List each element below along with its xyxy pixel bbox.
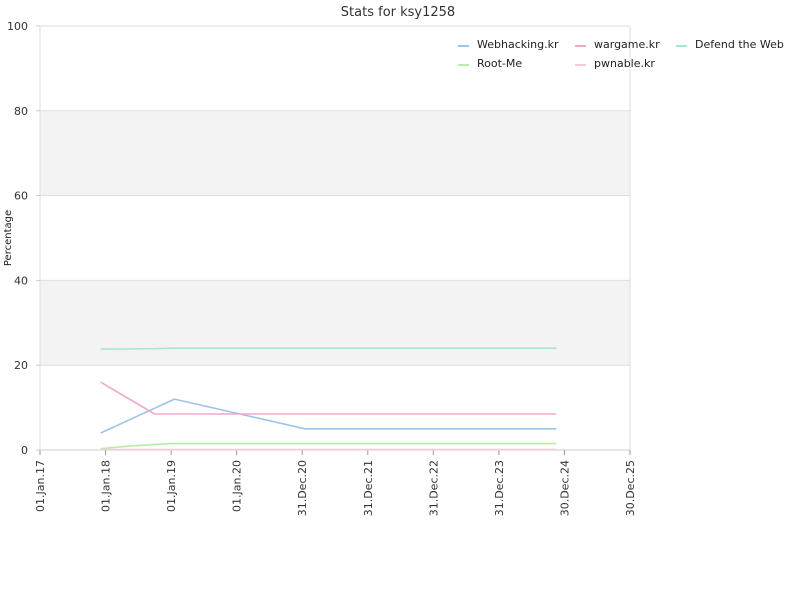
legend-label-pwnable-kr: pwnable.kr [594,57,655,70]
legend-label-root-me: Root-Me [477,57,522,70]
legend-label-webhacking-kr: Webhacking.kr [477,38,559,51]
x-tick-label: 01.Jan.18 [100,460,113,512]
legend: Webhacking.kr wargame.kr Defend the Web Roo… [458,38,784,70]
chart-title: Stats for ksy1258 [341,5,455,20]
y-tick-label: 0 [21,444,28,457]
background-band [40,110,630,196]
background-bands [40,110,630,366]
series-line-defend-the-web [100,347,557,350]
series-line-webhacking-kr [100,398,557,434]
y-tick-label: 40 [14,274,28,287]
legend-label-defend-the-web: Defend the Web [695,38,784,51]
axes [39,26,631,451]
background-band [40,280,630,366]
x-tick-label: 30.Dec.24 [558,460,571,516]
y-axis-ticks: 0 20 40 60 80 100 [7,20,40,457]
y-tick-label: 100 [7,20,28,33]
x-tick-label: 31.Dec.23 [493,460,506,516]
x-tick-label: 31.Dec.22 [427,460,440,516]
x-tick-label: 01.Jan.20 [231,460,244,512]
y-tick-label: 80 [14,105,28,118]
y-axis-title: Percentage [3,210,14,266]
grid-lines [40,25,630,451]
y-tick-label: 60 [14,190,28,203]
x-tick-label: 31.Dec.21 [362,460,375,516]
legend-label-wargame-kr: wargame.kr [594,38,660,51]
series-line-wargame-kr [100,381,557,415]
series-lines [100,347,557,451]
x-tick-label: 31.Dec.20 [296,460,309,516]
series-line-root-me [100,442,557,450]
x-tick-label: 01.Jan.19 [165,460,178,512]
x-tick-label: 30.Dec.25 [624,460,637,516]
x-axis-ticks: 01.Jan.17 01.Jan.18 01.Jan.19 01.Jan.20 31.D… [34,450,637,516]
x-tick-label: 01.Jan.17 [34,460,47,512]
y-tick-label: 20 [14,359,28,372]
